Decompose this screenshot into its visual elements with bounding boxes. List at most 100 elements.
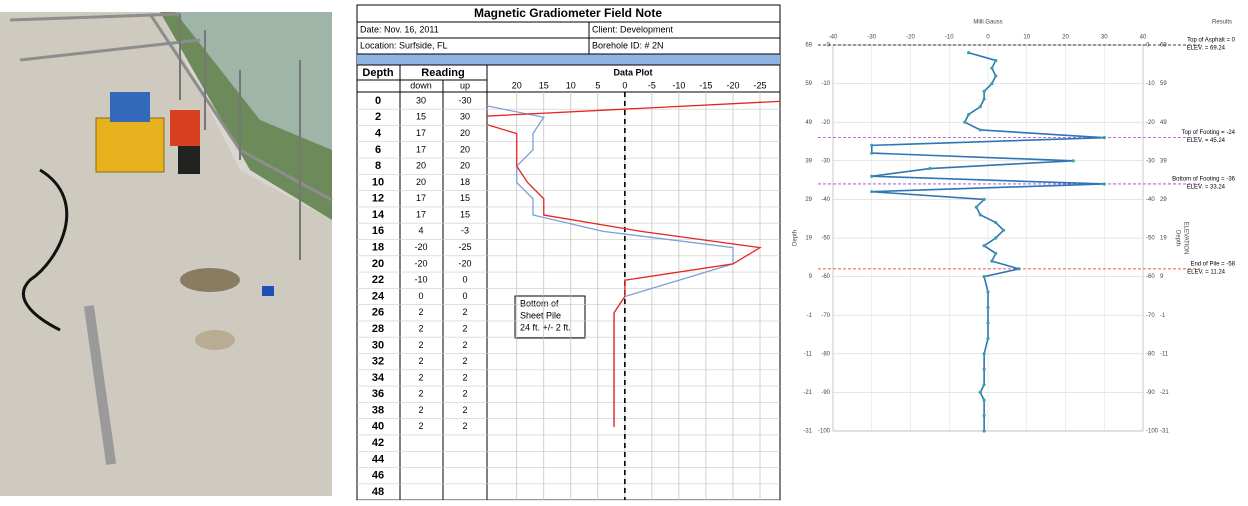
down-cell: 2 [418,356,423,366]
y-tick-label: -60 [821,274,830,280]
x-tick-label: -30 [867,35,876,41]
y-tick-label: -70 [1146,313,1155,319]
data-point [994,251,998,256]
up-cell: 0 [462,291,467,301]
data-point [978,105,982,109]
date: Date: Nov. 16, 2011 [360,24,439,34]
up-cell: 30 [460,112,470,122]
elevation-label: 59 [805,81,812,87]
data-point [986,336,990,340]
marker-label: Top of Footing = -24 [1181,130,1235,136]
y-tick-label: -100 [818,429,831,435]
data-point [982,197,986,201]
y-tick-label: -80 [821,351,830,357]
column-header: down [410,80,432,90]
elevation-label: 29 [805,197,812,203]
down-cell: 2 [418,323,423,333]
data-point [986,305,990,310]
depth-cell: 16 [372,225,384,237]
depth-cell: 32 [372,356,384,368]
depth-cell: 0 [375,95,381,107]
data-point [982,429,986,433]
depth-cell: 28 [372,323,384,335]
depth-cell: 38 [372,404,384,416]
y-axis-label: Depth [793,230,799,246]
x-tick-label: 0 [986,35,990,41]
depth-cell: 26 [372,307,384,319]
y-tick-label: -50 [821,236,830,242]
data-point [982,367,986,371]
data-point [870,143,874,147]
down-cell: 4 [418,226,423,236]
data-point [1102,182,1106,186]
down-cell: -20 [414,242,427,252]
elevation-label: 39 [1160,158,1167,164]
data-point [978,213,982,217]
elevation-label: -1 [807,313,813,319]
elevation-label: 49 [1160,120,1167,126]
elevation-label: -31 [1160,429,1169,435]
up-cell: 20 [460,161,470,171]
data-point [990,259,994,263]
depth-cell: 10 [372,176,384,188]
data-point [978,390,982,394]
note-title: Magnetic Gradiometer Field Note [474,6,662,20]
down-cell: 0 [418,291,423,301]
down-cell: -20 [414,258,427,268]
column-header: Depth [362,67,393,79]
data-point [963,120,967,124]
elevation-label: 59 [1160,81,1167,87]
depth-cell: 8 [375,160,381,172]
up-cell: -20 [458,258,471,268]
depth-cell: 42 [372,437,384,449]
marker-sublabel: ELEV. = 45.24 [1187,138,1226,144]
depth-cell: 18 [372,242,384,254]
data-point [974,205,978,209]
marker-sublabel: ELEV. = 33.24 [1187,185,1226,191]
elevation-label: -1 [1160,313,1166,319]
data-point [1017,267,1021,271]
results-title: Results [1212,20,1232,26]
data-point [982,97,986,101]
down-cell: -10 [414,275,427,285]
x-tick-label: -5 [648,80,656,90]
annotation: 24 ft. +/- 2 ft. [520,322,571,332]
x-tick-label: 15 [539,80,549,90]
data-point [928,166,932,171]
y-tick-label: -30 [821,158,830,164]
marker-sublabel: ELEV. = 69.24 [1187,46,1226,52]
marker-label: End of Pile = -58 [1190,261,1235,267]
up-cell: 2 [462,389,467,399]
x-tick-label: -15 [699,80,712,90]
x-tick-label: -10 [945,35,954,41]
data-point [870,174,874,178]
data-point [982,383,986,387]
y-tick-label: -70 [821,313,830,319]
up-line [487,100,780,427]
x-tick-label: 40 [1140,35,1147,41]
up-cell: -3 [461,226,469,236]
data-point [982,89,986,93]
y-tick-label: -40 [821,197,830,203]
up-cell: 15 [460,193,470,203]
site-photo [0,12,333,496]
y-tick-label: -10 [1146,81,1155,87]
up-cell: 2 [462,372,467,382]
y2-axis-label: Depth [1174,230,1180,246]
elevation-label: -11 [1160,351,1169,357]
annotation: Sheet Pile [520,310,561,320]
column-header: Data Plot [613,67,652,77]
y-tick-label: -50 [1146,236,1155,242]
down-cell: 17 [416,144,426,154]
down-cell: 2 [418,405,423,415]
data-point [967,112,971,117]
depth-cell: 20 [372,258,384,270]
down-cell: 30 [416,95,426,105]
depth-cell: 2 [375,111,381,123]
up-cell: -25 [458,242,471,252]
data-point [986,290,990,294]
y-tick-label: -90 [821,390,830,396]
depth-cell: 12 [372,193,384,205]
data-point [982,413,986,418]
